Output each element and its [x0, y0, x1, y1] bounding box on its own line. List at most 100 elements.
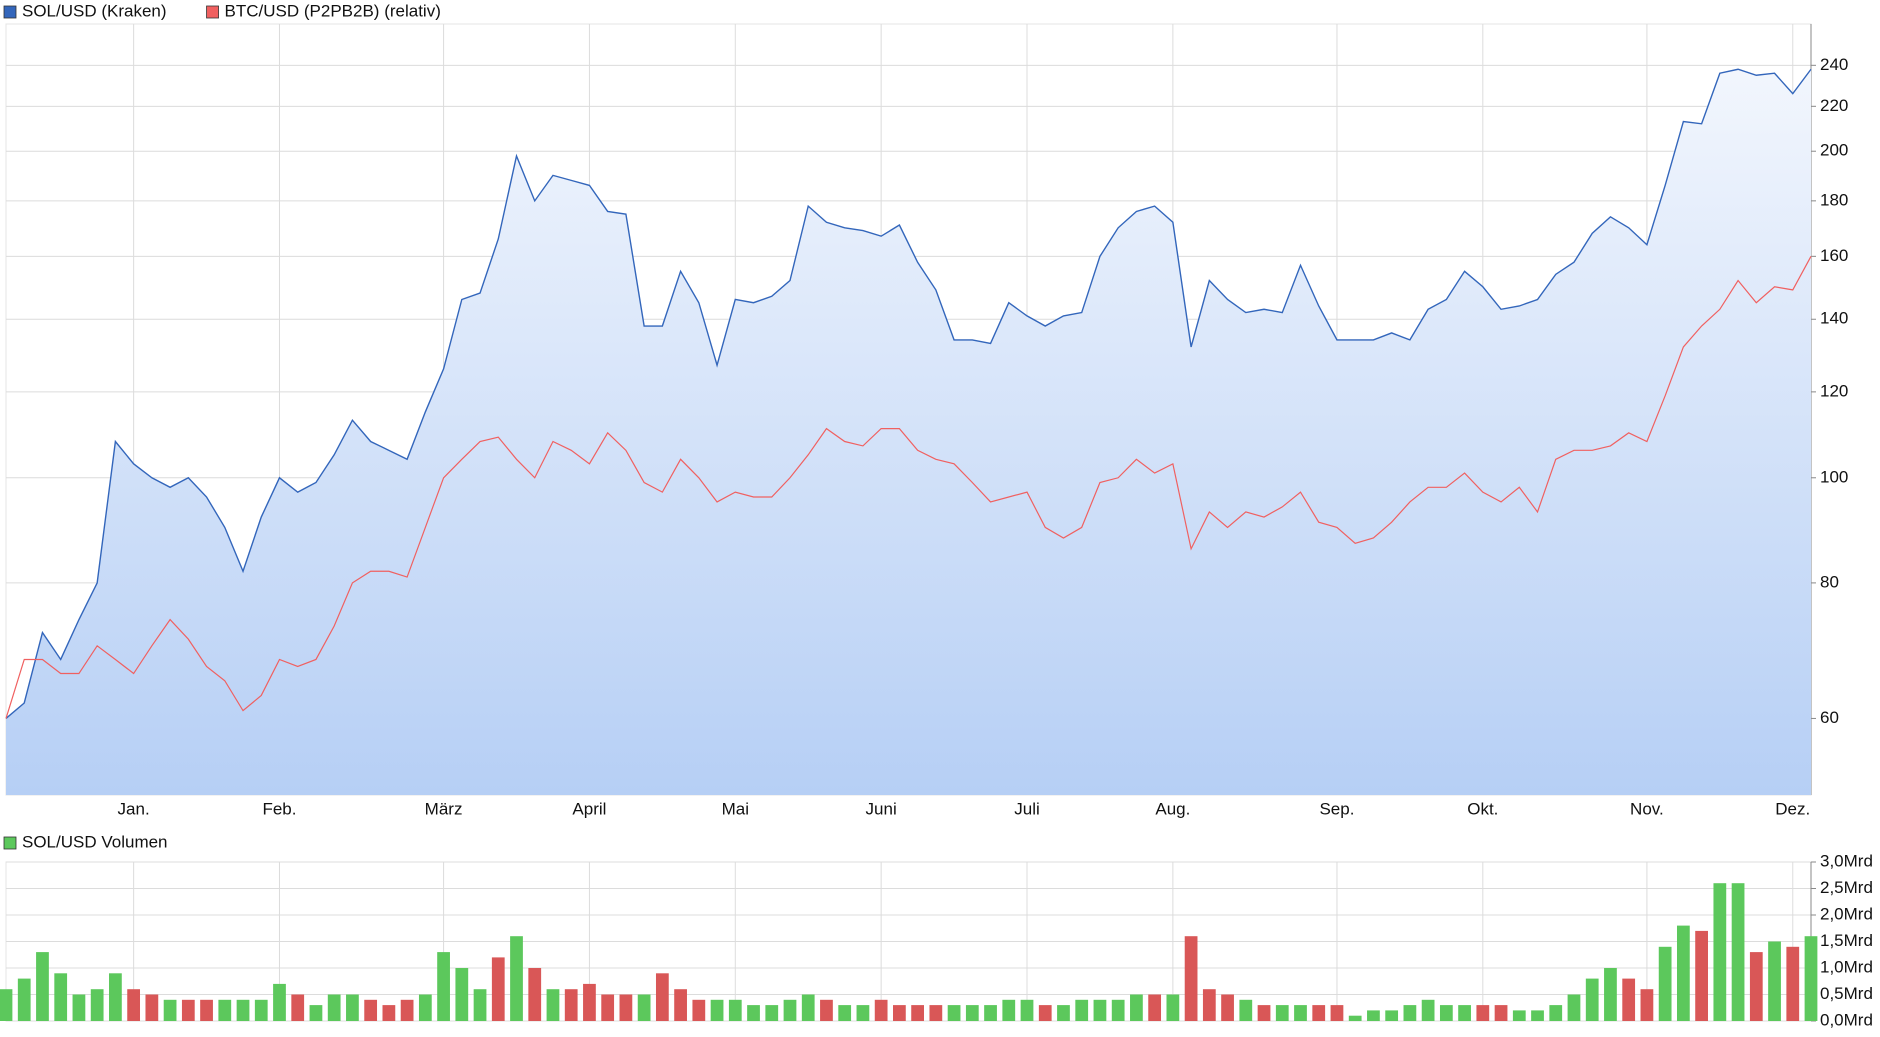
- y-tick-label: 120: [1820, 381, 1848, 400]
- bar: [200, 999, 213, 1021]
- bar: [655, 973, 669, 1021]
- bar: [1002, 999, 1016, 1021]
- y-tick-label: 80: [1820, 572, 1839, 591]
- bar: [1604, 968, 1617, 1021]
- bar: [765, 1005, 779, 1021]
- y-tick-label: 2,0Mrd: [1820, 904, 1873, 923]
- bar: [1421, 999, 1435, 1021]
- bar: [1275, 1005, 1289, 1021]
- bar: [1549, 1005, 1563, 1021]
- bar: [911, 1005, 924, 1021]
- bar: [1385, 1010, 1399, 1021]
- bar: [1567, 994, 1581, 1021]
- bar: [1676, 925, 1690, 1021]
- bar: [1458, 1005, 1471, 1021]
- bar: [1257, 1005, 1271, 1021]
- bar: [181, 999, 195, 1021]
- bar: [109, 973, 122, 1021]
- bar: [36, 952, 49, 1021]
- bar: [1330, 1005, 1344, 1021]
- x-tick-label: Juni: [866, 799, 897, 818]
- bar: [491, 957, 505, 1021]
- x-tick-label: Nov.: [1630, 799, 1664, 818]
- x-tick-label: Dez.: [1775, 799, 1810, 818]
- bar: [692, 999, 706, 1021]
- x-tick-label: Sep.: [1319, 799, 1354, 818]
- bar: [1093, 999, 1107, 1021]
- bar: [728, 999, 742, 1021]
- x-tick-label: Juli: [1014, 799, 1040, 818]
- bar: [1166, 994, 1180, 1021]
- bar: [72, 994, 86, 1021]
- bar: [1768, 941, 1781, 1021]
- bar: [1713, 883, 1727, 1021]
- bar: [1111, 999, 1125, 1021]
- bar: [1731, 883, 1745, 1021]
- bar: [583, 983, 596, 1021]
- y-tick-label: 1,5Mrd: [1820, 931, 1873, 950]
- bar: [327, 994, 341, 1021]
- bar: [1075, 999, 1089, 1021]
- bar: [17, 978, 31, 1021]
- y-tick-label: 3,0Mrd: [1820, 851, 1873, 870]
- bar: [1312, 1005, 1326, 1021]
- bar: [546, 989, 560, 1021]
- bar: [145, 994, 159, 1021]
- y-tick-label: 180: [1820, 190, 1848, 209]
- bar: [874, 999, 888, 1021]
- x-tick-label: April: [572, 799, 606, 818]
- y-tick-label: 60: [1820, 708, 1839, 727]
- bar: [1695, 930, 1708, 1021]
- bar: [747, 1005, 760, 1021]
- y-tick-label: 1,0Mrd: [1820, 957, 1873, 976]
- bar: [1020, 999, 1034, 1021]
- legend-label: SOL/USD Volumen: [22, 832, 168, 851]
- bar: [1531, 1010, 1544, 1021]
- bar: [1804, 936, 1818, 1021]
- line: [5, 68, 1812, 719]
- x-tick-label: Mai: [722, 799, 749, 818]
- bar: [1130, 994, 1143, 1021]
- bar: [510, 936, 523, 1021]
- bar: [1294, 1005, 1307, 1021]
- y-tick-label: 0,5Mrd: [1820, 984, 1873, 1003]
- bar: [346, 994, 359, 1021]
- y-tick-label: 2,5Mrd: [1820, 878, 1873, 897]
- bar: [783, 999, 797, 1021]
- bar: [1494, 1005, 1508, 1021]
- bar: [801, 994, 815, 1021]
- bar: [400, 999, 414, 1021]
- bar: [1057, 1005, 1070, 1021]
- x-tick-label: März: [425, 799, 463, 818]
- bar: [90, 989, 104, 1021]
- bar: [236, 999, 250, 1021]
- bar: [929, 1005, 943, 1021]
- bar: [1585, 978, 1599, 1021]
- bar: [965, 1005, 979, 1021]
- y-tick-label: 0,0Mrd: [1820, 1010, 1873, 1029]
- legend-swatch: [206, 5, 219, 19]
- bar: [1476, 1005, 1490, 1021]
- legend-label: BTC/USD (P2PB2B) (relativ): [225, 1, 441, 20]
- bar: [1367, 1010, 1380, 1021]
- x-tick-label: Feb.: [262, 799, 296, 818]
- bar: [1184, 936, 1198, 1021]
- bar: [364, 999, 378, 1021]
- bar: [528, 968, 542, 1021]
- bar: [0, 989, 13, 1021]
- bar: [838, 1005, 852, 1021]
- y-tick-label: 220: [1820, 96, 1848, 115]
- bar: [418, 994, 432, 1021]
- bar: [947, 1005, 961, 1021]
- bar: [1439, 1005, 1453, 1021]
- bar: [856, 1005, 870, 1021]
- bar: [473, 989, 487, 1021]
- bar: [564, 989, 578, 1021]
- legend-label: SOL/USD (Kraken): [22, 1, 167, 20]
- legend-swatch: [3, 5, 17, 19]
- bar: [1038, 1005, 1052, 1021]
- bar: [893, 1005, 906, 1021]
- y-tick-label: 160: [1820, 246, 1848, 265]
